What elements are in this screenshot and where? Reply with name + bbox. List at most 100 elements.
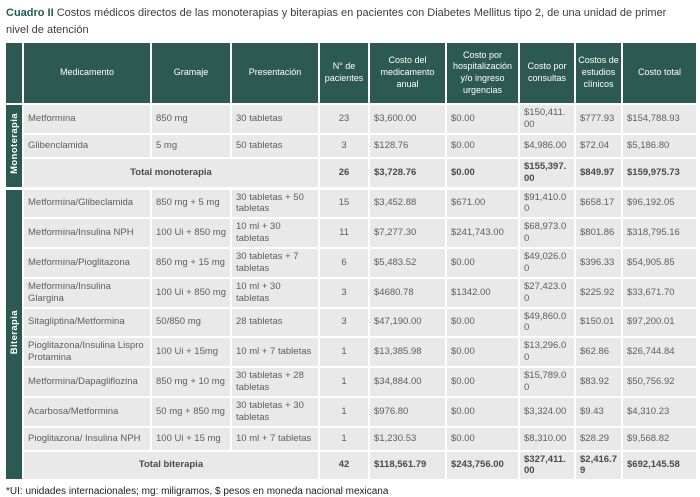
- cell-medicamento: Glibenclamida: [22, 132, 152, 159]
- cell-gramaje: 850 mg + 10 mg: [150, 366, 232, 398]
- cell-costo-consultas: $15,789.00: [518, 366, 576, 398]
- cell-costo-consultas: $68,973.00: [518, 217, 576, 249]
- row-group-label-text: Biterapia: [8, 309, 20, 354]
- cell-presentacion: 10 ml + 30 tabletas: [230, 217, 320, 249]
- cell-medicamento: Sitagliptina/Metformina: [22, 306, 152, 339]
- column-header: Costos de estudios clínicos: [574, 41, 623, 105]
- row-group-label: Biterapia: [4, 186, 24, 482]
- cell-medicamento: Metformina: [22, 103, 152, 135]
- table-row: Metformina/Dapagliflozina 850 mg + 10 mg 3…: [5, 366, 698, 398]
- cell-gramaje: 100 Ui + 850 mg: [150, 217, 232, 249]
- cell-presentacion: 30 tabletas + 50 tabletas: [230, 186, 320, 220]
- cell-medicamento: Pioglitazona/Insulina Lispro Protamina: [22, 336, 152, 368]
- cell-costo-estudios: $658.17: [574, 186, 623, 220]
- cell-costo-consultas: $3,324.00: [518, 395, 576, 428]
- cell-costo-estudios: $28.29: [574, 425, 623, 452]
- cell-presentacion: 10 ml + 30 tabletas: [230, 276, 320, 309]
- cell-costo-consultas: $4,986.00: [518, 132, 576, 159]
- row-group-label: Monoterapia: [4, 103, 24, 189]
- cell-pacientes: 3: [318, 276, 370, 309]
- cell-presentacion: 10 ml + 7 tabletas: [230, 425, 320, 452]
- cell-costo-hospitalizacion: $243,756.00: [445, 449, 520, 482]
- cell-costo-hospitalizacion: $0.00: [445, 156, 520, 190]
- caption-text: Costos médicos directos de las monoterap…: [6, 7, 667, 36]
- table-row: Glibenclamida 5 mg 50 tabletas 3 $128.76 $0.0…: [5, 132, 698, 159]
- table-row: Pioglitazona/ Insulina NPH 100 Ui + 15 mg…: [5, 425, 698, 452]
- cell-gramaje: 5 mg: [150, 132, 232, 159]
- cell-pacientes: 23: [318, 103, 370, 135]
- cell-costo-hospitalizacion: $241,743.00: [445, 217, 520, 249]
- cell-costo-hospitalizacion: $671.00: [445, 186, 520, 220]
- cell-costo-estudios: $62.86: [574, 336, 623, 368]
- cell-costo-medicamento: $34,884.00: [368, 366, 447, 398]
- cell-pacientes: 11: [318, 217, 370, 249]
- corner-cell: [4, 41, 24, 105]
- cell-costo-total: $96,192.05: [621, 186, 698, 220]
- cell-costo-medicamento: $3,728.76: [368, 156, 447, 190]
- table-row: Metformina/Insulina Glargina 100 Ui + 850…: [5, 276, 698, 309]
- cell-presentacion: 10 ml + 7 tabletas: [230, 336, 320, 368]
- cell-costo-total: $154,788.93: [621, 103, 698, 135]
- cell-pacientes: 1: [318, 395, 370, 428]
- cell-costo-estudios: $2,416.79: [574, 449, 623, 482]
- total-row: Total biterapia 42 $118,561.79 $243,756.00 $…: [5, 449, 698, 482]
- cell-costo-estudios: $83.92: [574, 366, 623, 398]
- cell-costo-hospitalizacion: $1342.00: [445, 276, 520, 309]
- column-header: Medicamento: [22, 41, 152, 105]
- total-row-label: Total monoterapia: [22, 156, 320, 190]
- cell-pacientes: 3: [318, 132, 370, 159]
- column-header: Costo por hospitalización y/o ingreso ur…: [445, 41, 520, 105]
- cell-costo-hospitalizacion: $0.00: [445, 247, 520, 279]
- cell-costo-total: $33,671.70: [621, 276, 698, 309]
- column-header: Presentación: [230, 41, 320, 105]
- cell-costo-consultas: $27,423.00: [518, 276, 576, 309]
- cell-costo-medicamento: $128.76: [368, 132, 447, 159]
- table-row: Monoterapia Metformina 850 mg 30 tabletas 23…: [4, 103, 698, 189]
- cell-costo-total: $692,145.58: [621, 449, 698, 482]
- cell-costo-consultas: $49,860.00: [518, 306, 576, 339]
- caption-label: Cuadro II: [6, 7, 54, 19]
- cell-medicamento: Metformina/Insulina NPH: [22, 217, 152, 249]
- cell-costo-consultas: $155,397.00: [518, 156, 576, 190]
- cell-costo-hospitalizacion: $0.00: [445, 306, 520, 339]
- cell-costo-total: $26,744.84: [621, 336, 698, 368]
- cell-pacientes: 42: [318, 449, 370, 482]
- cell-costo-medicamento: $47,190.00: [368, 306, 447, 339]
- cell-costo-estudios: $777.93: [574, 103, 623, 135]
- table-row: Metformina/Insulina NPH 100 Ui + 850 mg 10…: [5, 217, 698, 249]
- cell-presentacion: 30 tabletas + 30 tabletas: [230, 395, 320, 428]
- cell-gramaje: 100 Ui + 15mg: [150, 336, 232, 368]
- cell-costo-consultas: $327,411.00: [518, 449, 576, 482]
- cell-costo-total: $97,200.01: [621, 306, 698, 339]
- cell-pacientes: 15: [318, 186, 370, 220]
- cell-medicamento: Pioglitazona/ Insulina NPH: [22, 425, 152, 452]
- cell-costo-total: $50,756.92: [621, 366, 698, 398]
- cell-pacientes: 1: [318, 425, 370, 452]
- row-group-label-text: Monoterapia: [8, 112, 20, 174]
- cell-costo-total: $54,905.85: [621, 247, 698, 279]
- cell-costo-consultas: $150,411.00: [518, 103, 576, 135]
- cell-costo-medicamento: $13,385.98: [368, 336, 447, 368]
- cell-medicamento: Metformina/Dapagliflozina: [22, 366, 152, 398]
- cell-costo-hospitalizacion: $0.00: [445, 395, 520, 428]
- cell-costo-total: $318,795.16: [621, 217, 698, 249]
- cell-gramaje: 850 mg: [150, 103, 232, 135]
- cell-costo-estudios: $396.33: [574, 247, 623, 279]
- column-header: Costo total: [621, 41, 698, 105]
- table-row: Sitagliptina/Metformina 50/850 mg 28 table…: [5, 306, 698, 339]
- cell-costo-medicamento: $1,230.53: [368, 425, 447, 452]
- cell-costo-total: $5,186.80: [621, 132, 698, 159]
- cell-costo-total: $4,310.23: [621, 395, 698, 428]
- cell-costo-medicamento: $3,452.88: [368, 186, 447, 220]
- cell-gramaje: 50 mg + 850 mg: [150, 395, 232, 428]
- cell-costo-medicamento: $4680.78: [368, 276, 447, 309]
- column-header: Costo por consultas: [518, 41, 576, 105]
- cell-costo-consultas: $91,410.00: [518, 186, 576, 220]
- cell-costo-medicamento: $976.80: [368, 395, 447, 428]
- cell-costo-estudios: $72.04: [574, 132, 623, 159]
- cell-costo-medicamento: $3,600.00: [368, 103, 447, 135]
- table-caption: Cuadro II Costos médicos directos de las…: [0, 0, 700, 41]
- cell-medicamento: Metformina/Insulina Glargina: [22, 276, 152, 309]
- cell-medicamento: Acarbosa/Metformina: [22, 395, 152, 428]
